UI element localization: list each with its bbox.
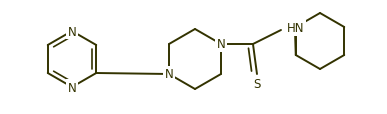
Text: N: N bbox=[68, 25, 76, 38]
Text: N: N bbox=[217, 38, 225, 51]
Text: N: N bbox=[68, 81, 76, 94]
Text: S: S bbox=[253, 77, 261, 90]
Text: HN: HN bbox=[287, 22, 305, 35]
Text: N: N bbox=[164, 68, 173, 81]
